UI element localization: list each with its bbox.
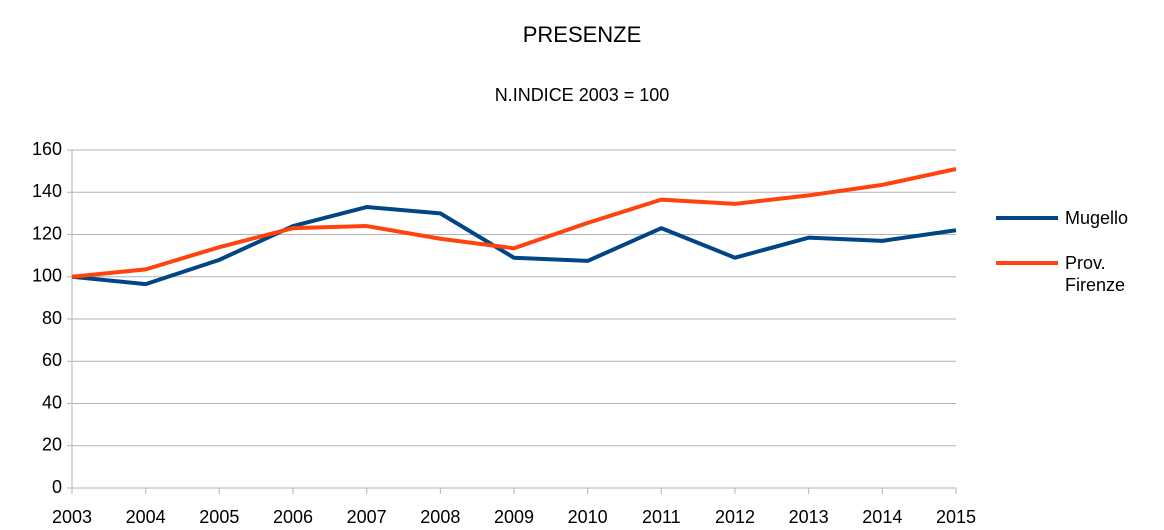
x-tick-label: 2013 <box>789 507 829 527</box>
y-tick-label: 80 <box>42 308 62 328</box>
y-tick-label: 40 <box>42 392 62 412</box>
x-tick-label: 2007 <box>347 507 387 527</box>
x-tick-label: 2009 <box>494 507 534 527</box>
x-tick-label: 2011 <box>642 507 681 527</box>
x-tick-label: 2008 <box>420 507 460 527</box>
x-tick-label: 2015 <box>936 507 976 527</box>
x-tick-label: 2005 <box>199 507 239 527</box>
x-tick-label: 2012 <box>715 507 755 527</box>
y-tick-label: 20 <box>42 435 62 455</box>
x-tick-label: 2014 <box>862 507 902 527</box>
x-tick-label: 2006 <box>273 507 313 527</box>
y-tick-label: 100 <box>32 266 62 286</box>
legend-label: Mugello <box>1065 208 1129 228</box>
series-line <box>71 205 957 287</box>
series-line <box>71 167 957 279</box>
chart-title: PRESENZE <box>523 22 642 47</box>
x-tick-label: 2010 <box>568 507 608 527</box>
y-tick-label: 60 <box>42 350 62 370</box>
y-tick-label: 120 <box>32 223 62 243</box>
chart-subtitle: N.INDICE 2003 = 100 <box>495 85 670 105</box>
x-tick-label: 2003 <box>52 507 92 527</box>
x-tick-label: 2004 <box>126 507 166 527</box>
y-tick-label: 160 <box>32 139 62 159</box>
legend-label: Prov. Firenze <box>1065 253 1126 295</box>
y-tick-label: 140 <box>32 181 62 201</box>
y-tick-label: 0 <box>52 477 62 497</box>
